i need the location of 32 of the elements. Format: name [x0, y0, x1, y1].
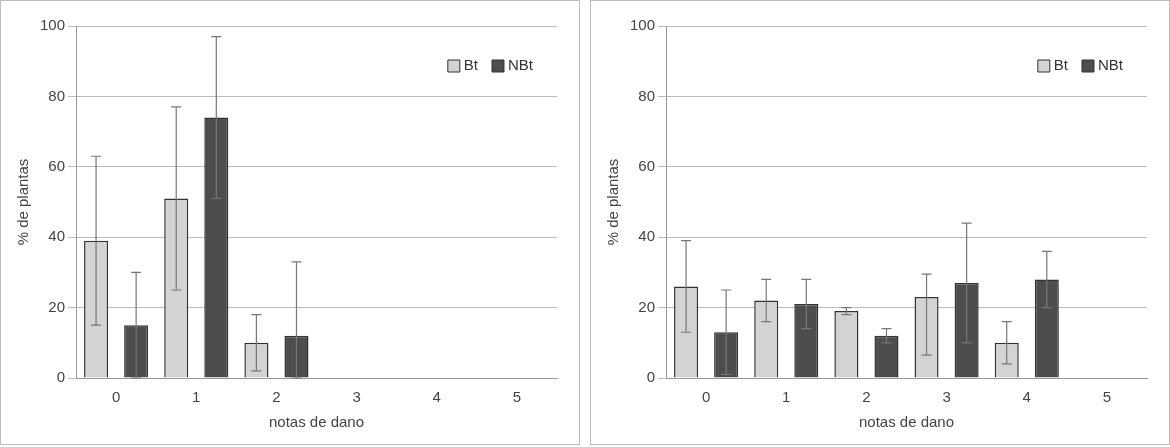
x-tick-label: 5 — [1102, 388, 1112, 406]
x-tick-label: 2 — [272, 388, 281, 406]
x-tick-label: 3 — [352, 388, 361, 406]
y-axis-title: % de plantas — [604, 158, 622, 246]
y-axis-title: % de plantas — [14, 158, 32, 246]
y-tick-label: 60 — [48, 156, 66, 174]
y-tick-label: 100 — [630, 16, 656, 34]
legend-label: NBt — [1098, 56, 1124, 74]
x-tick-label: 0 — [701, 388, 711, 406]
x-tick-label: 4 — [1022, 388, 1031, 406]
y-tick-label: 80 — [48, 86, 66, 104]
legend-label: Bt — [463, 56, 479, 74]
y-tick-label: 100 — [40, 16, 66, 34]
x-axis-title: notas de dano — [858, 413, 955, 431]
y-tick-label: 40 — [48, 227, 66, 245]
x-tick-label: 5 — [512, 388, 522, 406]
y-tick-label: 80 — [638, 86, 656, 104]
y-tick-label: 60 — [638, 156, 656, 174]
y-tick-label: 20 — [48, 297, 66, 315]
legend-label: NBt — [508, 56, 534, 74]
y-tick-label: 40 — [638, 227, 656, 245]
x-tick-label: 2 — [862, 388, 871, 406]
x-tick-label: 3 — [942, 388, 951, 406]
x-axis-title: notas de dano — [268, 413, 365, 431]
legend-label: Bt — [1053, 56, 1069, 74]
x-tick-label: 1 — [782, 388, 791, 406]
x-tick-label: 4 — [432, 388, 441, 406]
x-tick-label: 0 — [111, 388, 121, 406]
y-tick-label: 0 — [646, 368, 656, 386]
y-tick-label: 20 — [638, 297, 656, 315]
x-tick-label: 1 — [192, 388, 201, 406]
y-tick-label: 0 — [56, 368, 66, 386]
